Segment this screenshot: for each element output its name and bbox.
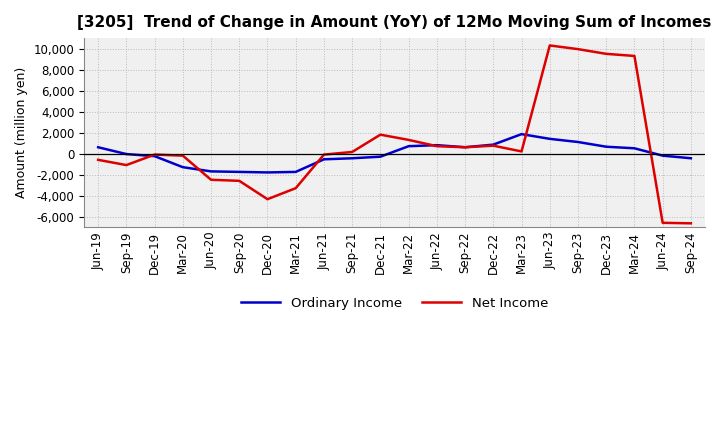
- Ordinary Income: [122, 151, 131, 157]
- Title: [3205]  Trend of Change in Amount (YoY) of 12Mo Moving Sum of Incomes: [3205] Trend of Change in Amount (YoY) o…: [77, 15, 711, 30]
- Ordinary Income: [630, 146, 639, 151]
- Net Income: [630, 53, 639, 59]
- Ordinary Income: [94, 145, 102, 150]
- Ordinary Income: [489, 142, 498, 147]
- Y-axis label: Amount (million yen): Amount (million yen): [15, 67, 28, 198]
- Net Income: [433, 143, 441, 149]
- Ordinary Income: [150, 154, 159, 159]
- Ordinary Income: [433, 143, 441, 148]
- Net Income: [658, 220, 667, 225]
- Net Income: [687, 221, 696, 226]
- Line: Net Income: Net Income: [98, 45, 691, 224]
- Ordinary Income: [405, 143, 413, 149]
- Net Income: [320, 152, 328, 157]
- Ordinary Income: [461, 145, 469, 150]
- Net Income: [94, 157, 102, 162]
- Ordinary Income: [658, 153, 667, 158]
- Ordinary Income: [320, 157, 328, 162]
- Net Income: [602, 51, 611, 56]
- Net Income: [122, 162, 131, 168]
- Ordinary Income: [207, 169, 215, 174]
- Ordinary Income: [602, 144, 611, 149]
- Ordinary Income: [687, 156, 696, 161]
- Ordinary Income: [264, 170, 272, 175]
- Net Income: [517, 149, 526, 154]
- Net Income: [461, 145, 469, 150]
- Net Income: [179, 153, 187, 158]
- Net Income: [546, 43, 554, 48]
- Ordinary Income: [292, 169, 300, 175]
- Net Income: [405, 137, 413, 143]
- Net Income: [348, 149, 356, 154]
- Net Income: [574, 47, 582, 52]
- Net Income: [207, 177, 215, 183]
- Net Income: [150, 152, 159, 157]
- Net Income: [292, 186, 300, 191]
- Legend: Ordinary Income, Net Income: Ordinary Income, Net Income: [235, 291, 554, 315]
- Ordinary Income: [546, 136, 554, 142]
- Ordinary Income: [517, 132, 526, 137]
- Ordinary Income: [376, 154, 384, 159]
- Ordinary Income: [574, 139, 582, 145]
- Net Income: [264, 197, 272, 202]
- Ordinary Income: [179, 165, 187, 170]
- Net Income: [235, 178, 243, 183]
- Ordinary Income: [348, 156, 356, 161]
- Net Income: [376, 132, 384, 137]
- Ordinary Income: [235, 169, 243, 175]
- Net Income: [489, 143, 498, 148]
- Line: Ordinary Income: Ordinary Income: [98, 134, 691, 172]
